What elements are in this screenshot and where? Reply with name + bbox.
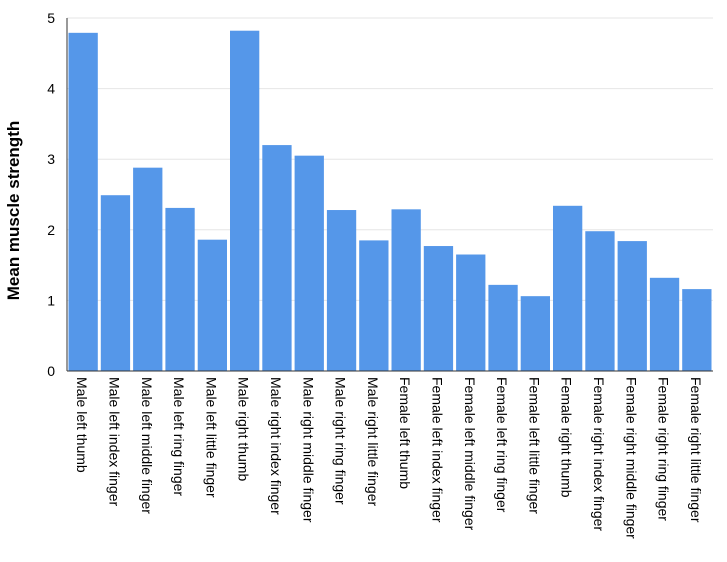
x-tick-label: Female right ring finger bbox=[656, 377, 672, 521]
bar bbox=[520, 296, 550, 371]
bar bbox=[294, 155, 324, 371]
bar bbox=[553, 205, 583, 371]
gridlines bbox=[67, 17, 713, 301]
bar bbox=[488, 284, 518, 371]
bar bbox=[230, 30, 260, 371]
y-tick-label: 4 bbox=[47, 81, 55, 97]
bar bbox=[359, 240, 389, 371]
y-tick-labels: 0 1 2 3 4 5 bbox=[47, 10, 55, 379]
bar bbox=[649, 277, 680, 371]
bar bbox=[100, 195, 131, 371]
bar bbox=[585, 231, 615, 371]
y-tick-label: 2 bbox=[47, 222, 55, 238]
bar bbox=[391, 209, 421, 371]
bar bbox=[197, 239, 227, 371]
x-tick-label: Male left little finger bbox=[203, 377, 219, 498]
y-tick-label: 3 bbox=[47, 151, 55, 167]
bar bbox=[262, 145, 292, 371]
x-tick-label: Male left index finger bbox=[106, 377, 122, 507]
x-tick-label: Female left index finger bbox=[429, 377, 445, 523]
x-tick-label: Male left thumb bbox=[74, 377, 90, 473]
bar bbox=[423, 246, 454, 371]
bar bbox=[133, 167, 163, 371]
bar bbox=[326, 210, 357, 371]
bar bbox=[617, 241, 647, 371]
x-tick-label: Female left middle finger bbox=[462, 377, 478, 531]
x-tick-label: Male right middle finger bbox=[300, 377, 316, 523]
y-tick-label: 0 bbox=[47, 363, 55, 379]
x-tick-label: Male right ring finger bbox=[333, 377, 349, 505]
x-tick-label: Male right index finger bbox=[268, 377, 284, 515]
x-tick-label: Female right thumb bbox=[559, 377, 575, 498]
bar bbox=[682, 289, 712, 371]
x-tick-label: Male left middle finger bbox=[139, 377, 155, 514]
bar bbox=[68, 32, 98, 372]
y-tick-label: 1 bbox=[47, 292, 55, 308]
x-tick-label: Female right index finger bbox=[591, 377, 607, 531]
bar bbox=[456, 254, 486, 371]
bars bbox=[68, 30, 712, 372]
x-tick-label: Female left thumb bbox=[397, 377, 413, 489]
x-tick-label: Female left ring finger bbox=[494, 377, 510, 513]
x-tick-label: Female right middle finger bbox=[623, 377, 639, 539]
axes bbox=[66, 18, 713, 372]
x-tick-label: Female left little finger bbox=[526, 377, 542, 514]
x-tick-label: Female right little finger bbox=[688, 377, 704, 523]
bar bbox=[165, 207, 195, 371]
x-tick-label: Male right little finger bbox=[365, 377, 381, 507]
y-tick-label: 5 bbox=[47, 10, 55, 26]
y-axis-title: Mean muscle strength bbox=[4, 121, 23, 301]
x-tick-label: Male right thumb bbox=[236, 377, 252, 481]
x-tick-label: Male left ring finger bbox=[171, 377, 187, 496]
x-tick-labels: Male left thumb Male left index finger Mal… bbox=[74, 377, 704, 539]
